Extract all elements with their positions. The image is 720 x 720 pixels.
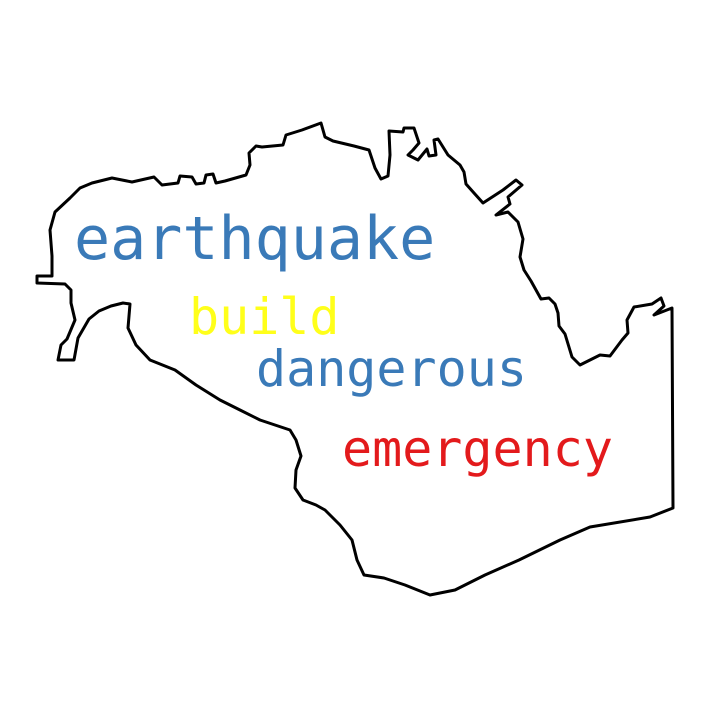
- word-dangerous: dangerous: [256, 340, 527, 398]
- word-build: build: [189, 288, 340, 346]
- word-earthquake: earthquake: [74, 204, 436, 274]
- region-outline-path: [35, 121, 675, 597]
- word-emergency: emergency: [342, 420, 613, 478]
